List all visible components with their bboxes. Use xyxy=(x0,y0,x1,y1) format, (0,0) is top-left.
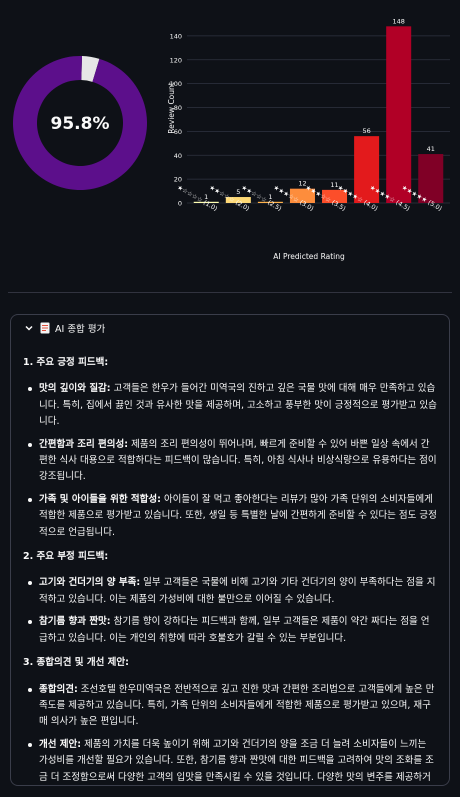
x-axis-label: AI Predicted Rating xyxy=(273,252,345,261)
document-icon xyxy=(40,322,50,334)
bar-value-label: 56 xyxy=(362,127,370,135)
bar xyxy=(322,189,348,203)
bar xyxy=(289,188,315,203)
bar-value-label: 5 xyxy=(236,188,240,196)
y-tick-label: 100 xyxy=(170,80,182,88)
y-tick-label: 20 xyxy=(174,176,182,184)
item-term: 종합의견: xyxy=(39,683,78,695)
bar xyxy=(354,136,380,203)
bar xyxy=(193,201,219,203)
y-tick-label: 80 xyxy=(174,104,182,112)
expander-header[interactable]: AI 종합 평가 xyxy=(11,315,449,341)
item-text: 제품의 가치를 더욱 높이기 위해 고기와 건더기의 양을 조금 더 늘려 소비… xyxy=(39,738,434,783)
item-term: 맛의 깊이와 질감: xyxy=(39,383,111,395)
item-term: 고기와 건더기의 양 부족: xyxy=(39,577,141,589)
list-item: 맛의 깊이와 질감: 고객들은 한우가 들어간 미역국의 진하고 깊은 국물 맛… xyxy=(28,381,437,430)
bullet-list: 고기와 건더기의 양 부족: 일부 고객들은 국물에 비해 고기와 기타 건더기… xyxy=(23,575,437,647)
bar xyxy=(386,26,412,204)
bar-value-label: 41 xyxy=(427,145,435,153)
y-tick-label: 120 xyxy=(170,56,182,64)
y-tick-label: 60 xyxy=(174,128,182,136)
item-term: 가족 및 아이들을 위한 적합성: xyxy=(39,493,161,505)
list-item: 가족 및 아이들을 위한 적합성: 아이들이 잘 먹고 좋아한다는 리뷰가 많아… xyxy=(28,492,437,541)
item-text: 조선호텔 한우미역국은 전반적으로 깊고 진한 맛과 간편한 조리법으로 고객들… xyxy=(39,683,435,728)
expander-title: AI 종합 평가 xyxy=(55,324,106,335)
bar xyxy=(418,154,444,203)
item-term: 간편함과 조리 편의성: xyxy=(39,438,129,450)
section-heading: 2. 주요 부정 피드백: xyxy=(23,551,109,563)
section-heading: 1. 주요 긍정 피드백: xyxy=(23,357,109,368)
donut-rest-slice xyxy=(81,56,100,82)
bullet-list: 종합의견: 조선호텔 한우미역국은 전반적으로 깊고 진한 맛과 간편한 조리법… xyxy=(23,682,437,786)
bar-value-label: 148 xyxy=(392,17,404,25)
y-axis-label: Review Count xyxy=(167,82,176,133)
donut-chart: 95.8% xyxy=(13,56,148,191)
item-term: 참기름 향과 짠맛: xyxy=(39,616,111,628)
bar-value-label: 12 xyxy=(298,180,306,188)
list-item: 간편함과 조리 편의성: 제품의 조리 편의성이 뛰어나며, 빠르게 준비할 수… xyxy=(28,437,437,486)
bar xyxy=(257,201,283,203)
donut-center-label: 95.8% xyxy=(51,114,110,134)
list-item: 종합의견: 조선호텔 한우미역국은 전반적으로 깊고 진한 맛과 간편한 조리법… xyxy=(28,682,437,731)
list-item: 참기름 향과 짠맛: 참기름 향이 강하다는 피드백과 함께, 일부 고객들은 … xyxy=(28,614,437,647)
list-item: 고기와 건더기의 양 부족: 일부 고객들은 국물에 비해 고기와 기타 건더기… xyxy=(28,575,437,608)
donut-fill-slice xyxy=(13,56,148,191)
y-tick-label: 0 xyxy=(178,200,182,208)
y-tick-label: 40 xyxy=(174,152,182,160)
bullet-list: 맛의 깊이와 질감: 고객들은 한우가 들어간 미역국의 진하고 깊은 국물 맛… xyxy=(23,381,437,541)
section-divider xyxy=(8,292,452,293)
section-heading: 3. 종합의견 및 개선 제안: xyxy=(23,657,129,669)
bar-value-label: 1 xyxy=(268,193,272,201)
ai-summary-expander: AI 종합 평가 1. 주요 긍정 피드백: 맛의 깊이와 질감: 고객들은 한우… xyxy=(10,314,450,786)
item-text: 일부 고객들은 국물에 비해 고기와 기타 건더기의 양이 부족하다는 점을 지… xyxy=(39,577,436,605)
list-item: 개선 제안: 제품의 가치를 더욱 높이기 위해 고기와 건더기의 양을 조금 … xyxy=(28,737,437,785)
chevron-down-icon xyxy=(25,325,33,331)
item-text: 참기름 향이 강하다는 피드백과 함께, 일부 고객들은 제품이 약간 짜다는 … xyxy=(39,616,430,644)
item-text: 제품의 조리 편의성이 뛰어나며, 빠르게 준비할 수 있어 바쁜 일상 속에서… xyxy=(39,438,437,483)
y-tick-label: 140 xyxy=(170,32,182,40)
bar xyxy=(225,197,251,203)
bar-value-label: 11 xyxy=(330,181,338,189)
item-term: 개선 제안: xyxy=(39,738,82,750)
item-text: 아이들이 잘 먹고 좋아한다는 리뷰가 많아 가족 단위의 소비자들에게 적합한… xyxy=(39,493,437,538)
bar-value-label: 1 xyxy=(204,193,208,201)
summary-body: 1. 주요 긍정 피드백: 맛의 깊이와 질감: 고객들은 한우가 들어간 미역국… xyxy=(11,341,449,786)
item-text: 고객들은 한우가 들어간 미역국의 진하고 깊은 국물 맛에 대해 매우 만족하… xyxy=(39,383,437,428)
